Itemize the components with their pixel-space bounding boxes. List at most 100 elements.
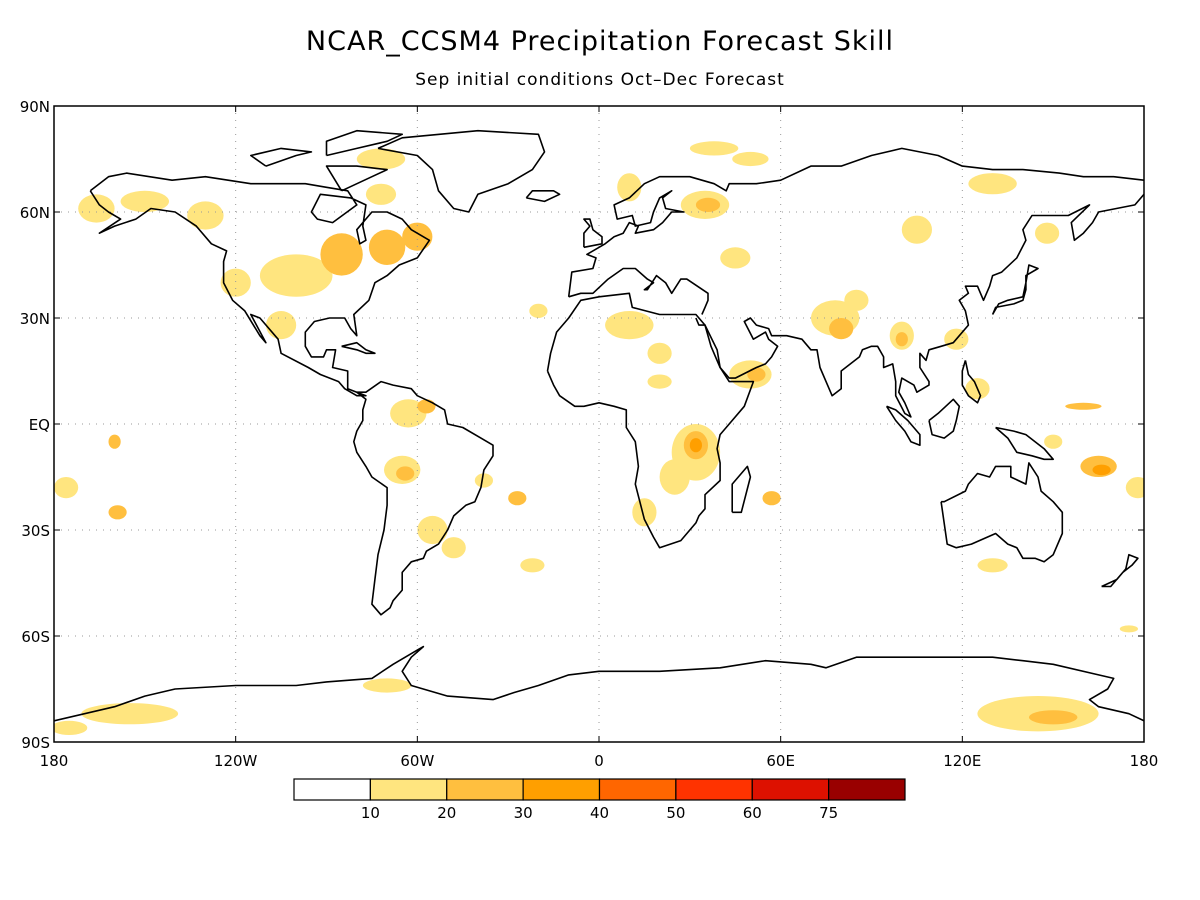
skill-patch	[54, 477, 79, 499]
skill-patch	[968, 173, 1017, 195]
coastline	[885, 405, 921, 447]
coastline	[250, 147, 313, 167]
colorbar-label: 75	[819, 804, 838, 822]
lon-tick-label: 60W	[400, 752, 434, 770]
skill-patch	[108, 434, 121, 449]
skill-patch	[747, 367, 766, 382]
skill-patch	[365, 183, 397, 205]
colorbar-swatch	[828, 778, 906, 801]
skill-patch	[1065, 402, 1102, 410]
coastline	[568, 267, 709, 315]
skill-patch	[120, 190, 169, 212]
skill-patch	[187, 201, 224, 230]
skill-patch	[402, 222, 433, 251]
coastline	[731, 465, 752, 514]
skill-patch	[320, 233, 363, 276]
map-subtitle: Sep initial conditions Oct–Dec Forecast	[415, 70, 785, 90]
skill-patch	[259, 254, 333, 297]
skill-patch	[220, 268, 251, 297]
coastline	[583, 218, 603, 249]
coastline	[525, 190, 561, 203]
skill-patch	[647, 342, 672, 364]
skill-patch	[529, 303, 548, 318]
colorbar-label: 40	[590, 804, 609, 822]
skill-patch	[520, 558, 545, 573]
skill-patch	[895, 332, 908, 347]
coastlines-layer	[54, 129, 1144, 722]
colorbar-label: 20	[437, 804, 456, 822]
skill-patch	[689, 438, 703, 453]
lat-tick-label: 60N	[20, 204, 50, 222]
skill-patch	[1125, 477, 1144, 499]
lon-tick-label: 180	[40, 752, 69, 770]
coastline	[546, 292, 755, 549]
skill-patch	[632, 498, 657, 527]
lon-tick-label: 60E	[766, 752, 795, 770]
colorbar-swatch	[369, 778, 448, 801]
lat-tick-label: 60S	[21, 628, 50, 646]
skill-patch	[689, 141, 739, 156]
lat-tick-label: 90S	[21, 734, 50, 752]
skill-patch	[720, 247, 751, 269]
coastline	[1101, 553, 1139, 588]
skill-patch	[441, 537, 466, 559]
skill-patch	[368, 229, 406, 265]
skill-patch	[1044, 434, 1063, 449]
skill-patch	[1029, 710, 1078, 725]
colorbar-label: 30	[514, 804, 533, 822]
skill-patch	[829, 318, 854, 340]
colorbar-label: 60	[743, 804, 762, 822]
skill-patch	[81, 703, 179, 725]
coastline	[325, 129, 404, 157]
skill-patch	[617, 173, 642, 202]
coastline	[352, 380, 494, 616]
coastline	[928, 398, 961, 439]
coastline	[567, 147, 1144, 297]
coastline	[995, 426, 1054, 461]
skill-patch	[508, 491, 527, 506]
skill-patch	[901, 215, 933, 244]
skill-patch	[78, 194, 115, 223]
lon-tick-label: 120E	[943, 752, 981, 770]
colorbar-swatch	[522, 778, 601, 801]
coastline	[695, 193, 1144, 418]
lon-tick-label: 0	[594, 752, 604, 770]
lat-tick-label: 90N	[20, 98, 50, 116]
skill-patch	[1119, 625, 1138, 633]
lat-tick-label: 30S	[21, 522, 50, 540]
colorbar-swatch	[293, 778, 371, 801]
skill-patch	[659, 459, 690, 495]
skill-patch	[108, 505, 127, 520]
skill-shading-layer	[54, 141, 1144, 735]
map-frame	[53, 105, 1145, 743]
lon-tick-label: 180	[1130, 752, 1159, 770]
colorbar: 10 20 30 40 50 60 75	[293, 778, 906, 822]
coastline	[341, 341, 376, 355]
skill-patch	[977, 558, 1008, 573]
skill-patch	[844, 289, 869, 311]
skill-patch	[266, 311, 297, 340]
gridlines	[54, 106, 1144, 742]
skill-patch	[732, 151, 769, 167]
lat-tick-label: EQ	[29, 416, 50, 434]
skill-patch	[417, 399, 436, 414]
skill-patch	[356, 148, 406, 170]
skill-patch	[1035, 222, 1060, 244]
colorbar-swatch	[446, 778, 524, 801]
colorbar-swatch	[751, 778, 830, 801]
coastline	[325, 165, 388, 192]
skill-patch	[362, 678, 412, 693]
skill-patch	[1092, 464, 1111, 476]
coastline	[991, 264, 1039, 315]
lon-tick-label: 120W	[214, 752, 258, 770]
skill-patch	[396, 466, 415, 481]
coastline	[961, 360, 982, 404]
skill-patch	[762, 491, 781, 506]
skill-patch	[605, 311, 654, 340]
coastline	[940, 462, 1064, 563]
colorbar-label: 10	[361, 804, 380, 822]
skill-patch	[474, 473, 493, 488]
skill-patch	[647, 374, 672, 389]
colorbar-label: 50	[666, 804, 685, 822]
